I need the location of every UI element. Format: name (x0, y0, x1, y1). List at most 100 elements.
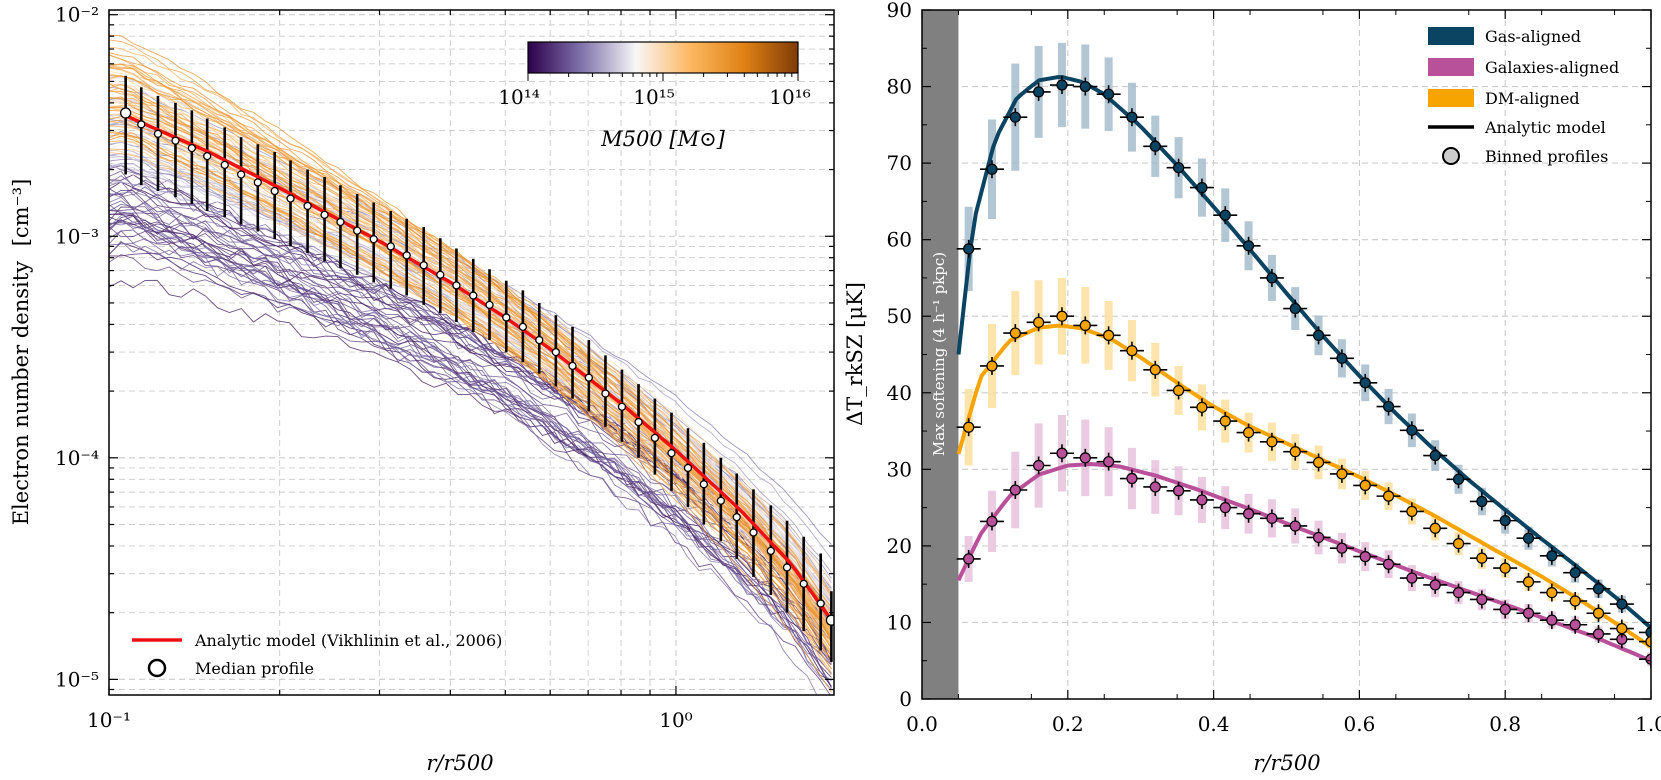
median-profile-marker (336, 217, 345, 227)
legend-label: Analytic model (Vikhlinin et al., 2006) (194, 631, 502, 650)
binned-profile-marker (1499, 562, 1511, 574)
legend-label: Galaxies-aligned (1485, 58, 1619, 77)
median-profile-marker (617, 402, 627, 411)
right-panel: Max softening (4 h⁻¹ pkpc) 0.0 0.2 0.4 0.6 0… (843, 0, 1661, 775)
cluster-profile-line (109, 52, 832, 621)
x-tick-label: 0.0 (906, 712, 938, 736)
colorbar-ticks (527, 73, 799, 81)
binned-profile-marker (1522, 576, 1535, 588)
binned-profile-marker (1289, 302, 1301, 315)
median-profile-marker (452, 281, 461, 290)
binned-profile-marker (1056, 79, 1068, 91)
binned-profile-marker (1289, 520, 1301, 532)
median-profile-marker (535, 335, 544, 345)
legend-patch-dm (1428, 89, 1474, 107)
binned-profile-marker (986, 515, 998, 527)
median-profile-marker (825, 614, 834, 626)
median-profile-marker (187, 143, 196, 153)
binned-profile-marker (1126, 472, 1138, 485)
cluster-profile-line (109, 34, 832, 642)
binned-profile-marker (1266, 512, 1278, 524)
cluster-profile-line (109, 83, 832, 693)
binned-profile-marker (1336, 468, 1348, 480)
y-tick-label: 10⁻⁵ (55, 667, 99, 691)
binned-profile-marker (1079, 452, 1091, 464)
median-profile-marker (320, 210, 329, 219)
binned-profile-marker (1219, 209, 1231, 221)
median-profile-marker (286, 194, 295, 203)
median-profile-marker (137, 120, 146, 129)
median-profile-markers (120, 107, 834, 626)
x-tick-label: 1.0 (1635, 712, 1661, 736)
binned-profile-marker (1616, 622, 1628, 635)
x-tick-label: 0.8 (1489, 712, 1521, 736)
binned-profile-marker (1645, 626, 1651, 638)
median-profile-marker (203, 151, 212, 161)
binned-profile-marker (1242, 508, 1255, 520)
right-axes-frame (921, 9, 1652, 700)
binned-profile-marker (1546, 586, 1558, 599)
softening-label-group: Max softening (4 h⁻¹ pkpc) (930, 252, 948, 456)
x-tick-label: 0.6 (1343, 712, 1375, 736)
y-tick-label: 10⁻⁴ (55, 446, 99, 470)
cluster-profile-line (109, 213, 832, 690)
cluster-profile-line (109, 135, 832, 660)
median-profile-marker (766, 546, 775, 556)
binned-profile-marker (1079, 319, 1091, 332)
cluster-profile-line (109, 83, 832, 637)
cluster-profile-line (109, 67, 832, 638)
binned-profile-marker (1499, 515, 1511, 527)
median-profile-marker (353, 226, 362, 235)
median-profile-marker (749, 528, 758, 537)
binned-profile-marker (1009, 484, 1021, 496)
binned-profile-marker (1476, 552, 1488, 564)
right-y-axis-label-group: ΔT_rkSZ [μK] (843, 282, 867, 426)
cluster-profile-line (109, 215, 832, 687)
legend-marker-circle (1442, 147, 1460, 165)
analytic-model-line (124, 114, 833, 622)
colorbar-tick-label: 10¹⁶ (769, 85, 810, 109)
median-profile-marker (120, 107, 132, 119)
median-profile-marker (469, 291, 478, 300)
median-profile-marker (485, 300, 494, 310)
binned-profile-marker (1546, 614, 1558, 626)
binned-profile-marker (1382, 400, 1395, 413)
median-profile-marker (303, 201, 312, 211)
median-profile-marker (270, 186, 279, 196)
cluster-profile-line (109, 164, 832, 599)
binned-profile-marker (1079, 80, 1091, 93)
cluster-profile-line (109, 66, 832, 637)
binned-profile-marker (1149, 140, 1161, 152)
binned-profile-marker (1219, 415, 1231, 427)
binned-profile-marker (1266, 436, 1278, 448)
binned-profile-marker (1592, 628, 1605, 640)
y-tick-label: 80 (887, 75, 912, 99)
cluster-profile-line (109, 175, 832, 632)
median-profile-marker (601, 389, 610, 398)
right-x-axis-label: r/r500 (1253, 751, 1320, 775)
y-tick-label: 10⁻² (55, 3, 99, 27)
cluster-profile-line (109, 181, 832, 621)
cluster-profile-line (109, 221, 818, 695)
left-ticks: 10⁻¹ 10⁰ 10⁻⁵ 10⁻⁴ 10⁻³ 10⁻² (55, 3, 834, 732)
colorbar-label: M500 [M⊙] (600, 127, 726, 151)
colorbar-tick-label: 10¹⁵ (633, 85, 674, 109)
median-profile-marker (220, 160, 229, 170)
median-profile-marker (551, 347, 561, 357)
max-softening-region (922, 10, 959, 699)
binned-profile-marker (1452, 586, 1465, 599)
binned-profile-marker (1009, 327, 1021, 339)
cluster-profile-line (109, 163, 832, 663)
cluster-profile-line (109, 254, 832, 662)
binned-profile-marker (1312, 531, 1325, 544)
binned-profile-marker (1103, 456, 1115, 468)
median-profile-marker (253, 178, 262, 187)
cluster-profile-line (109, 89, 832, 670)
binned-profile-marker (1569, 595, 1581, 607)
legend-label: Gas-aligned (1485, 27, 1581, 46)
x-tick-label: 10⁰ (659, 708, 692, 732)
legend-label: DM-aligned (1485, 89, 1580, 108)
binned-profile-marker (1336, 542, 1348, 554)
binned-profile-markers (956, 76, 1651, 669)
cluster-profile-line (109, 121, 832, 676)
